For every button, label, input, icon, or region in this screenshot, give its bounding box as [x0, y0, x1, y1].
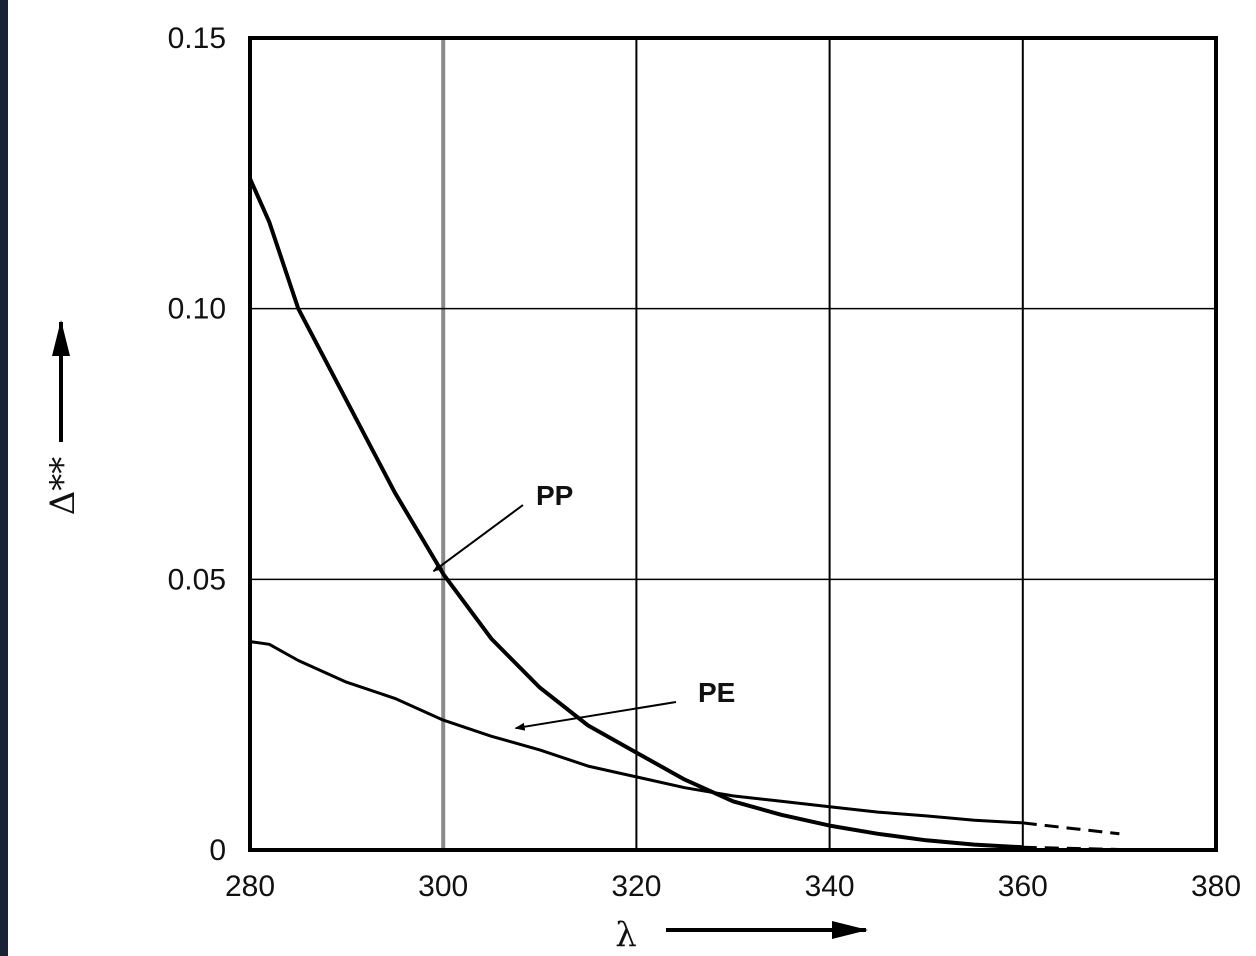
y-axis-label: Δ** [43, 457, 83, 516]
chart: PP PE 280 300 320 340 360 380 0 0.05 0.10 0.15 λ Δ*… [43, 22, 1241, 955]
series-label-pp: PP [536, 480, 573, 511]
x-tick-label-340: 340 [805, 870, 855, 903]
series-dash-pp [1022, 845, 1120, 851]
series-line-pe [249, 640, 1023, 825]
series-label-pe: PE [698, 677, 735, 708]
x-tick-label-280: 280 [225, 870, 275, 903]
y-tick-label-2: 0.10 [168, 293, 226, 326]
x-tick-label-360: 360 [998, 870, 1048, 903]
axis-labels: λ Δ** [43, 320, 868, 955]
series-arrow-pe [514, 701, 677, 731]
annotations: PP PE [432, 480, 735, 731]
series-line-pp [248, 177, 1023, 850]
y-tick-label-1: 0.05 [168, 563, 226, 596]
figure-panel: PP PE 280 300 320 340 360 380 0 0.05 0.10 0.15 λ Δ*… [8, 0, 1256, 956]
x-tick-label-300: 300 [418, 870, 468, 903]
plot-frame [248, 36, 1218, 852]
y-tick-label-3: 0.15 [168, 22, 226, 55]
series-lines [248, 177, 1120, 851]
series-dash-pe [1022, 821, 1120, 836]
grid [248, 36, 1218, 852]
x-axis-label: λ [615, 915, 637, 955]
x-tick-label-320: 320 [611, 870, 661, 903]
x-tick-label-380: 380 [1191, 870, 1241, 903]
series-arrow-pp [432, 504, 524, 573]
y-tick-label-0: 0 [209, 834, 226, 867]
tick-labels: 280 300 320 340 360 380 0 0.05 0.10 0.15 [168, 22, 1241, 903]
